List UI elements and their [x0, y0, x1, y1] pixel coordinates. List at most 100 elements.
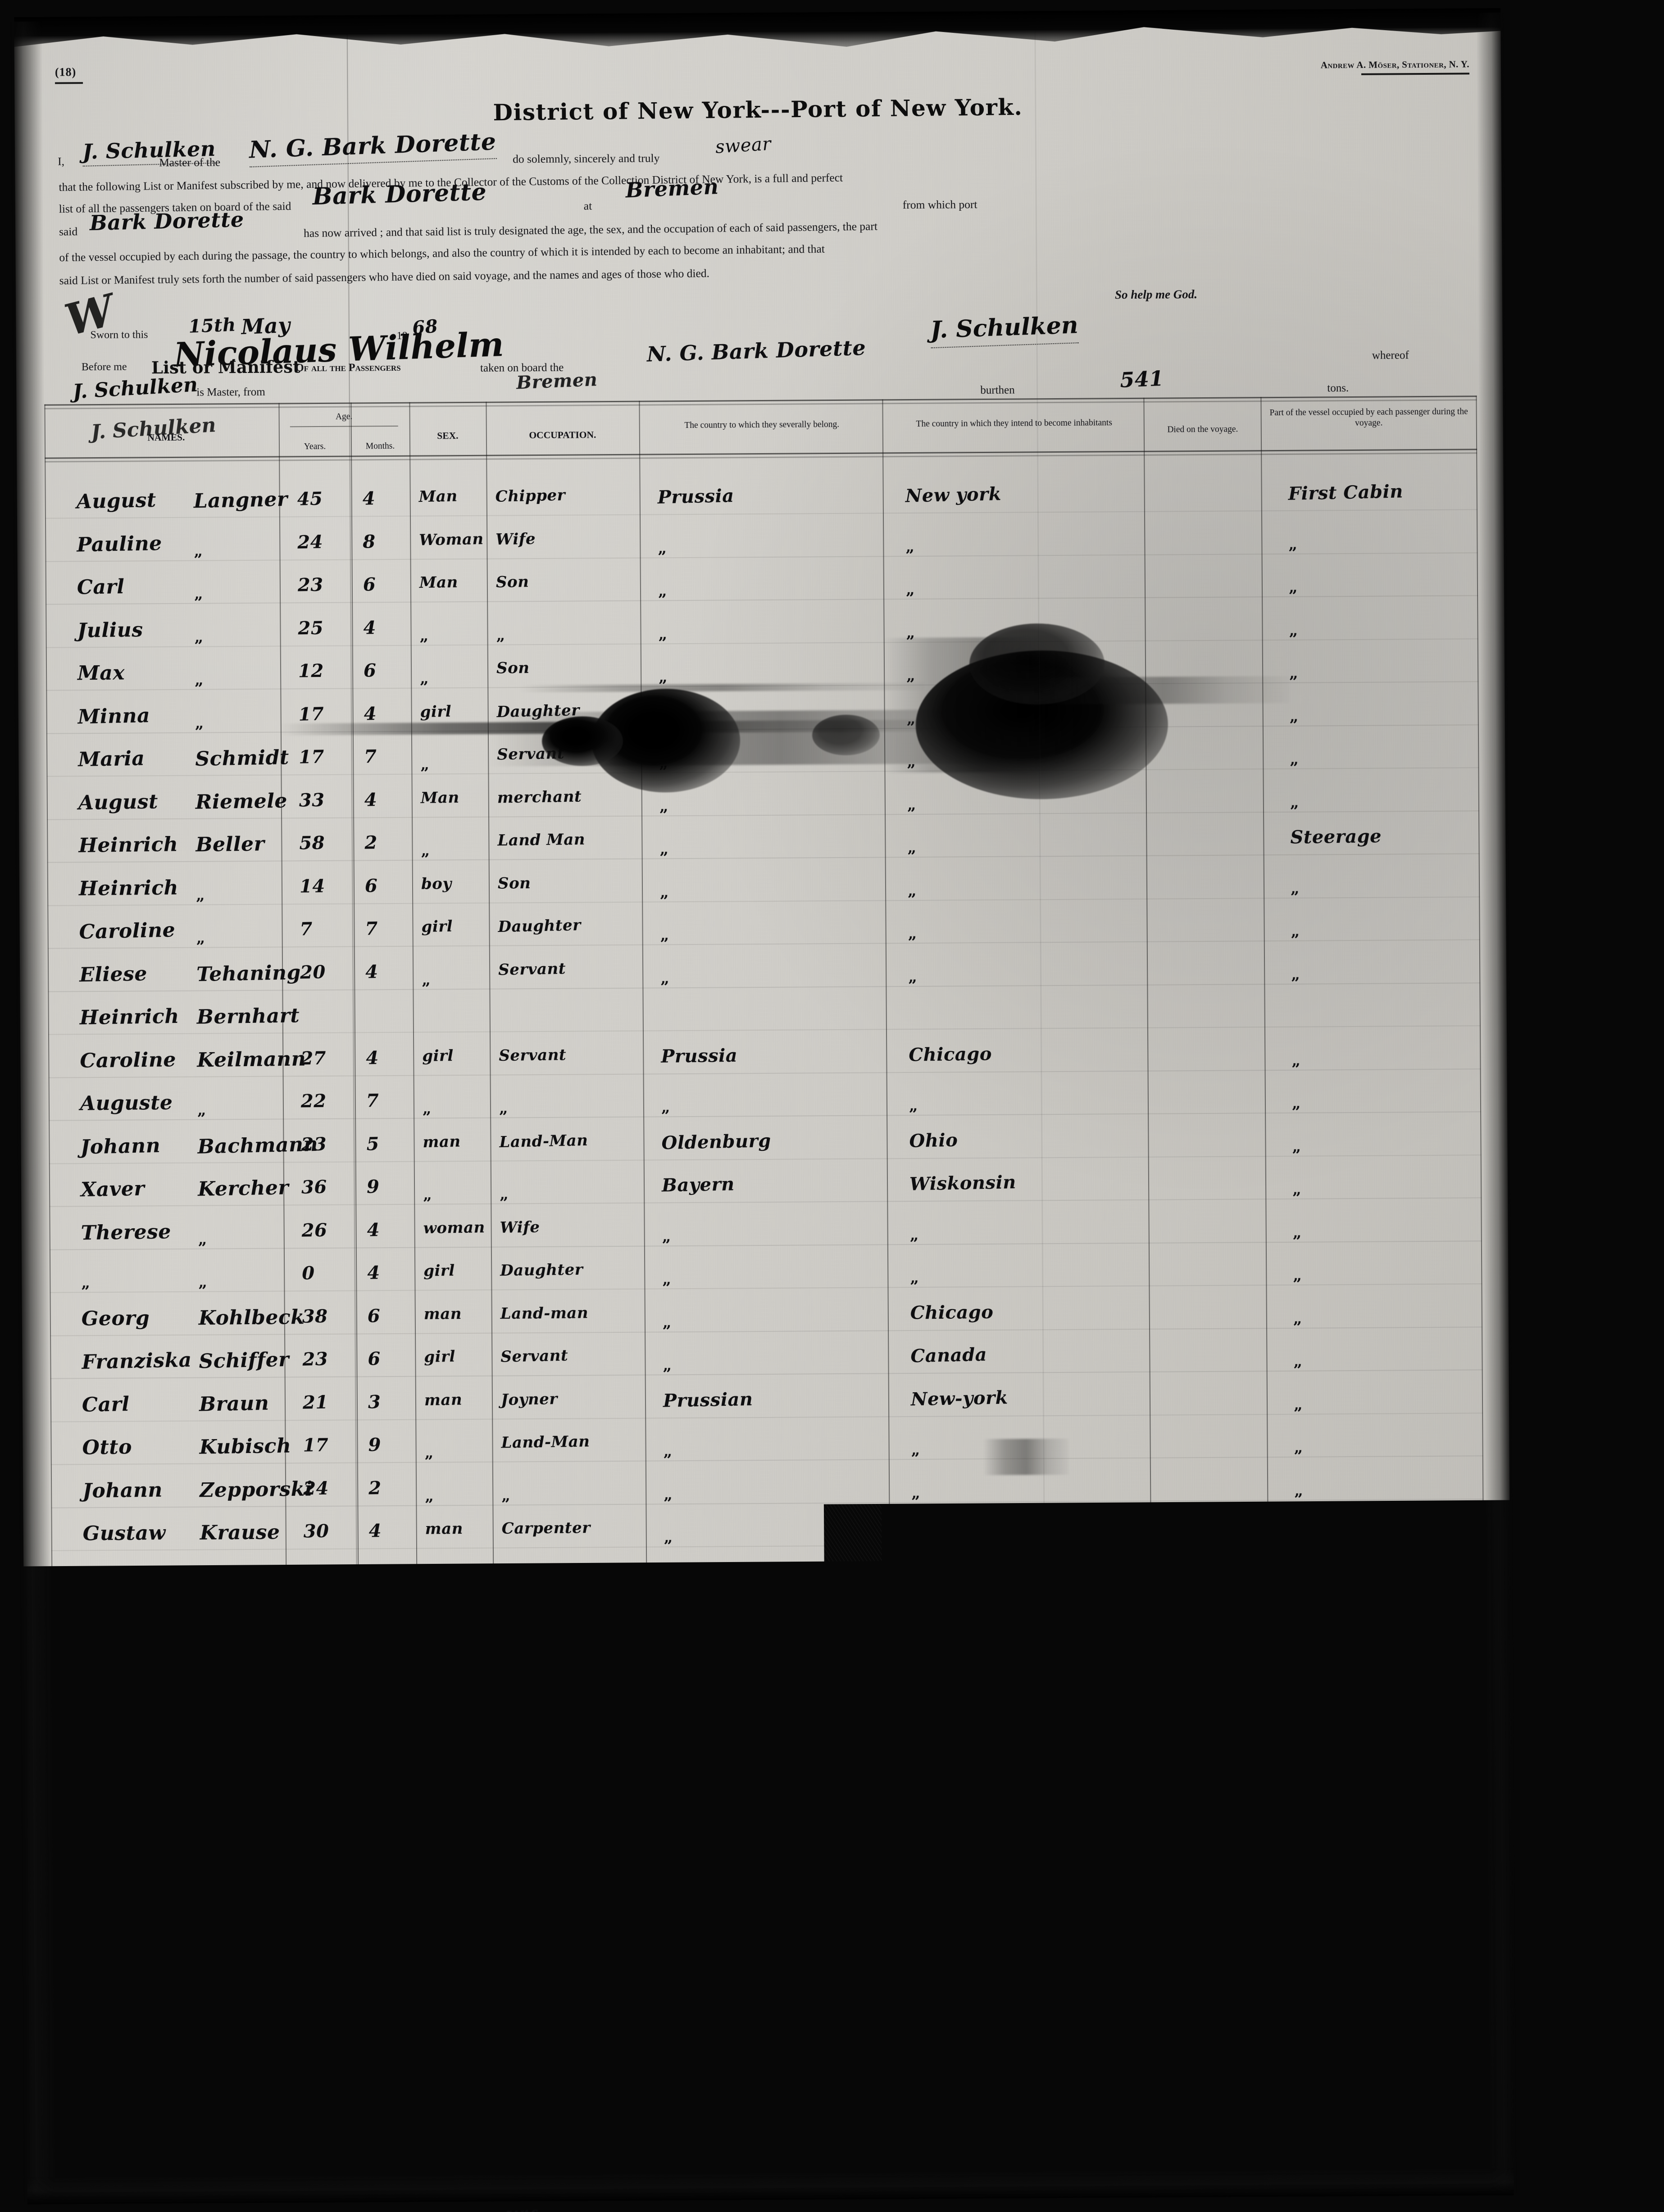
cell-first: Theophil — [85, 1865, 185, 1890]
cell-part: „ — [1290, 750, 1299, 768]
table-row-rule — [49, 1111, 1481, 1121]
cell-intend: Ohio — [909, 1129, 958, 1151]
cell-occupation: Land Man — [505, 1991, 592, 2011]
table-row-rule — [52, 1627, 1484, 1637]
cell-belong: „ — [666, 1916, 676, 1934]
cell-last: „ — [195, 714, 204, 732]
passenger-manifest-table: NAMES. Age. Years. Months. SEX. OCCUPATI… — [44, 395, 1487, 2156]
cell-belong: „ — [666, 1958, 675, 1976]
page-number-text: (18) — [55, 65, 77, 78]
cell-months: 3 — [368, 1391, 381, 1413]
cell-occupation: merchant — [497, 787, 582, 807]
cell-last: „ — [200, 1617, 210, 1635]
cell-years: 20 — [304, 1563, 330, 1585]
cell-part: „ — [1296, 1697, 1305, 1715]
cell-sex: man — [423, 1132, 461, 1151]
cell-months: 6 — [372, 2080, 385, 2101]
cell-months: 4 — [364, 789, 377, 810]
cell-last: Kubisch — [199, 1434, 291, 1458]
table-row-rule — [53, 1843, 1486, 1852]
header-vessel-part: Part of the vessel occupied by each pass… — [1264, 406, 1474, 429]
cell-months: 7 — [364, 746, 377, 768]
cell-part: „ — [1293, 1267, 1302, 1285]
cell-last: „ — [194, 585, 204, 603]
cell-first: Wilhelmine — [84, 1821, 214, 1847]
table-row-rule — [53, 1757, 1485, 1766]
cell-occupation: „ — [505, 2131, 515, 2149]
cell-part: „ — [1289, 664, 1298, 682]
col-rule-years — [278, 403, 290, 2155]
cell-intend: „ — [913, 1785, 923, 1803]
oath-i-label: I, — [58, 154, 64, 168]
cell-part: „ — [1288, 535, 1298, 553]
cell-years: 23 — [302, 1348, 328, 1370]
cell-first: Anna — [87, 2209, 145, 2212]
so-help-me-god: So help me God. — [1115, 287, 1197, 302]
cell-last: Riemele — [195, 789, 287, 813]
cell-last: Kercher — [198, 1176, 289, 1201]
cell-months: 4 — [369, 1520, 382, 1541]
cell-first: Magdalena — [83, 1650, 209, 1675]
left-shadow-edge — [10, 22, 55, 2202]
cell-occupation: Daughter — [500, 1261, 583, 1280]
cell-years: 17 — [303, 1435, 328, 1456]
header-occupation: OCCUPATION. — [486, 429, 639, 441]
swear-handwriting: swear — [715, 134, 772, 158]
cell-intend: „ — [911, 1484, 921, 1502]
cell-years: 17 — [298, 703, 324, 725]
cell-part: „ — [1289, 621, 1298, 639]
cell-sex: „ — [425, 1573, 435, 1591]
cell-intend: „ — [914, 1828, 923, 1846]
cell-part: „ — [1289, 707, 1299, 725]
cell-intend: St. Louis — [912, 1559, 1003, 1582]
cell-intend: „ — [913, 1699, 922, 1717]
cell-months: 4 — [365, 961, 378, 983]
cell-months: 7 — [366, 1090, 379, 1111]
cell-belong: Oldenburg — [661, 1130, 771, 1154]
cell-occupation: Servant — [499, 1046, 566, 1065]
cell-belong: „ — [662, 1270, 672, 1288]
cell-sex: man — [424, 1390, 463, 1409]
page-title: District of New York---Port of New York. — [14, 89, 1501, 131]
cell-occupation: Land-Man — [499, 1131, 588, 1151]
cell-last: „ — [194, 628, 204, 646]
cell-belong: „ — [660, 969, 670, 987]
table-row-rule — [52, 1713, 1485, 1723]
cell-belong: „ — [667, 2002, 676, 2020]
ink-blot-3 — [812, 714, 880, 755]
header-country-belong: The country to which they severally belo… — [644, 419, 880, 431]
cell-first: Heinrich — [79, 876, 178, 900]
cell-sex: girl — [426, 1649, 457, 1667]
cell-occupation: Son — [496, 573, 529, 591]
cell-last: „ — [195, 671, 204, 689]
cell-intend: „ — [909, 1097, 918, 1115]
cell-sex: „ — [429, 2132, 438, 2150]
cell-occupation: „ — [496, 626, 505, 644]
cell-belong: Prussia — [664, 1647, 741, 1669]
cell-years: 46 — [305, 1693, 330, 1714]
table-row-rule — [45, 552, 1478, 562]
table-row-rule — [55, 2101, 1487, 2110]
cell-first: Caroline — [79, 918, 176, 944]
cell-sex: girl — [424, 1348, 455, 1367]
cell-last: „ — [202, 1832, 211, 1850]
cell-belong: „ — [659, 840, 669, 858]
cell-belong: „ — [666, 1830, 675, 1848]
table-row-rule — [47, 896, 1480, 906]
cell-months: 4 — [371, 1908, 384, 1929]
cell-years: 24 — [303, 1477, 329, 1499]
cell-part: „ — [1290, 793, 1300, 811]
cell-last: Tehaning — [196, 961, 301, 986]
cell-belong: „ — [660, 883, 669, 901]
cell-first: Franziska — [82, 1349, 192, 1374]
cell-occupation: Joyner — [501, 1390, 558, 1409]
cell-years: 22 — [304, 1607, 330, 1628]
cell-occupation: Land Man — [497, 831, 585, 849]
cell-sex: man — [426, 1692, 464, 1710]
cell-years: 28 — [305, 1821, 331, 1843]
cell-first: Pauline — [77, 531, 162, 556]
cell-intend: „ — [905, 537, 915, 555]
port-of-departure-field: Bremen — [625, 174, 719, 202]
cell-years: 26 — [308, 2208, 334, 2212]
cell-months: 4 — [364, 703, 377, 725]
